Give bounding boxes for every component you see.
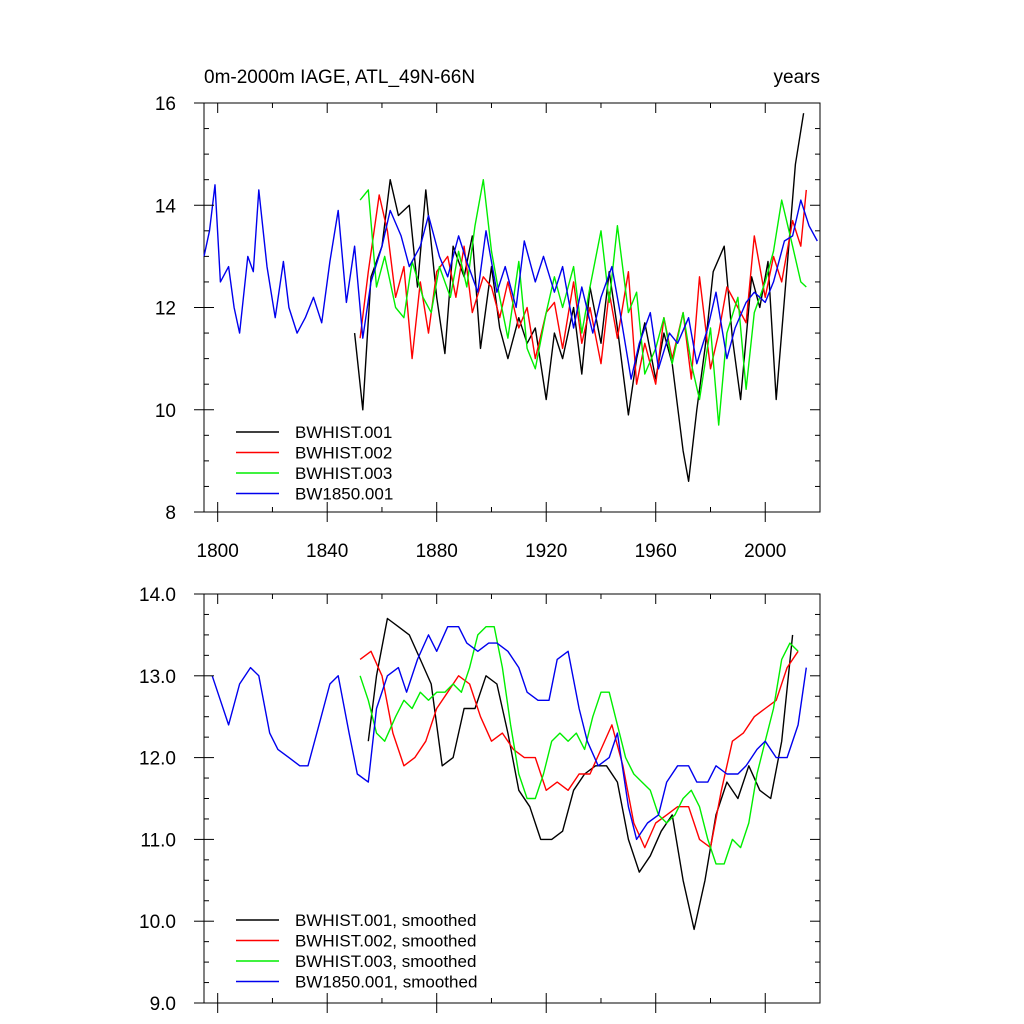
y-tick-label: 12 xyxy=(155,299,176,320)
x-tick-label: 1920 xyxy=(525,541,567,562)
x-tick-label: 1840 xyxy=(306,541,348,562)
series-line-1 xyxy=(367,617,794,931)
top-x-axis: 1800 1840 1880 1920 1960 2000 xyxy=(197,103,821,562)
series-line-3 xyxy=(359,178,807,426)
y-tick-label: 10.0 xyxy=(139,912,176,933)
legend-label: BWHIST.003 xyxy=(295,464,392,483)
x-tick-label: 1800 xyxy=(197,541,239,562)
top-series-lines xyxy=(203,113,818,482)
series-line-2 xyxy=(359,650,799,849)
x-tick-label: 1880 xyxy=(416,541,458,562)
y-tick-label: 9.0 xyxy=(150,994,176,1015)
series-line-4 xyxy=(211,626,807,841)
y-tick-label: 11.0 xyxy=(140,830,176,851)
y-tick-label: 14 xyxy=(155,196,177,217)
x-tick-label: 2000 xyxy=(744,541,786,562)
units-label: years xyxy=(774,67,820,88)
bottom-panel: 9.0 10.0 11.0 12.0 13.0 14.0 BWHIST.001, smoo… xyxy=(139,585,821,1015)
bottom-y-axis: 9.0 10.0 11.0 12.0 13.0 14.0 xyxy=(139,585,820,1015)
bottom-series-lines xyxy=(211,617,807,931)
series-line-4 xyxy=(203,184,818,380)
legend-label: BWHIST.001 xyxy=(295,423,392,442)
series-line-3 xyxy=(359,626,799,865)
legend-label: BW1850.001 xyxy=(295,485,393,504)
legend-label: BWHIST.002, smoothed xyxy=(295,932,476,951)
top-y-axis: 8 10 12 14 16 xyxy=(155,94,820,524)
legend-label: BW1850.001, smoothed xyxy=(295,973,477,992)
y-tick-label: 12.0 xyxy=(139,749,176,770)
legend-label: BWHIST.003, smoothed xyxy=(295,952,476,971)
y-tick-label: 16 xyxy=(155,94,176,115)
y-tick-label: 10 xyxy=(155,401,176,422)
y-tick-label: 8 xyxy=(165,503,176,524)
legend-label: BWHIST.001, smoothed xyxy=(295,911,476,930)
legend-label: BWHIST.002 xyxy=(295,444,392,463)
bottom-legend: BWHIST.001, smoothed BWHIST.002, smoothed… xyxy=(236,911,477,992)
x-tick-label: 1960 xyxy=(635,541,677,562)
top-panel: 0m-2000m IAGE, ATL_49N-66N years 1800 184… xyxy=(155,67,821,562)
y-tick-label: 13.0 xyxy=(139,667,176,688)
chart-title: 0m-2000m IAGE, ATL_49N-66N xyxy=(204,67,475,88)
y-tick-label: 14.0 xyxy=(139,585,176,606)
series-line-1 xyxy=(353,113,805,482)
bottom-x-axis xyxy=(217,594,821,1013)
